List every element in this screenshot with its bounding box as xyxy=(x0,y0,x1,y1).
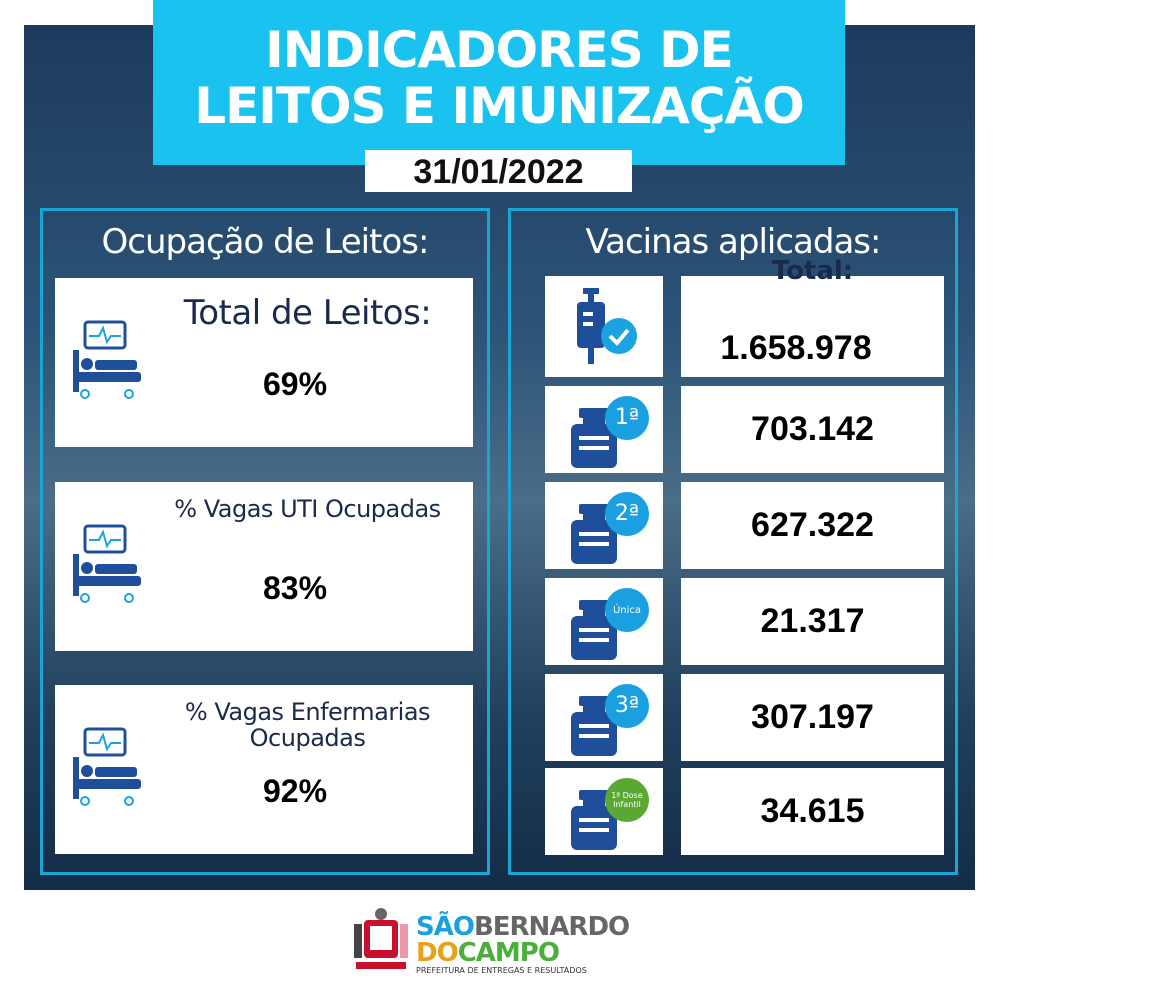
logo-word: BERNARDO xyxy=(473,912,630,942)
card-value: 69% xyxy=(262,366,328,402)
logo: SÃOBERNARDO DOCAMPO PREFEITURA DE ENTREGA… xyxy=(350,906,630,976)
icon-box: 3ª xyxy=(545,674,663,761)
card-label: % Vagas UTI Ocupadas xyxy=(174,495,441,523)
bed-icon xyxy=(73,524,141,603)
title-line: LEITOS E IMUNIZAÇÃO xyxy=(194,77,804,135)
logo-word: CAMPO xyxy=(457,938,560,968)
icon-box: 1ª xyxy=(545,386,663,473)
vaccine-value: 627.322 xyxy=(751,506,874,544)
vaccine-value: 307.197 xyxy=(751,698,874,736)
bed-icon xyxy=(73,320,141,399)
bed-icon xyxy=(73,727,141,806)
title-box: INDICADORES DE LEITOS E IMUNIZAÇÃO xyxy=(153,0,845,165)
card-label: Total de Leitos: xyxy=(183,293,432,333)
icon-box xyxy=(545,276,663,377)
tagline: PREFEITURA DE ENTREGAS E RESULTADOS xyxy=(416,966,587,975)
vaccines-frame xyxy=(508,208,958,875)
value-box: 34.615 xyxy=(681,768,944,855)
value-box: 703.142 xyxy=(681,386,944,473)
logo-text: SÃOBERNARDO DOCAMPO xyxy=(416,912,630,968)
value-box: 307.197 xyxy=(681,674,944,761)
vaccines-heading: Vacinas aplicadas: xyxy=(585,222,882,262)
dose-badge: 2ª xyxy=(605,492,649,536)
vial-icon xyxy=(571,600,617,660)
value-box: 627.322 xyxy=(681,482,944,569)
date: 31/01/2022 xyxy=(365,150,632,192)
vial-icon xyxy=(571,790,617,850)
coat-of-arms xyxy=(354,908,408,969)
beds-heading: Ocupação de Leitos: xyxy=(101,222,430,262)
value-box: 21.317 xyxy=(681,578,944,665)
dose-badge: Única xyxy=(605,588,649,632)
card-value: 83% xyxy=(262,570,328,606)
total-label: Total: xyxy=(771,256,854,286)
logo-word: DO xyxy=(416,938,459,968)
bed-card: % Vagas UTI Ocupadas 83% xyxy=(55,482,473,651)
dose-badge: 1ª Dose Infantil xyxy=(605,778,649,822)
icon-box: 1ª Dose Infantil xyxy=(545,768,663,855)
vaccine-value: 21.317 xyxy=(760,602,865,640)
logo-word: SÃO xyxy=(416,912,475,942)
vaccine-value: 1.658.978 xyxy=(720,329,872,367)
title-line: INDICADORES DE xyxy=(265,21,734,79)
card-value: 92% xyxy=(262,773,328,809)
vaccine-value: 703.142 xyxy=(751,410,874,448)
vaccine-value: 34.615 xyxy=(760,792,865,830)
dose-badge: 1ª xyxy=(605,396,649,440)
bed-card: Total de Leitos: 69% xyxy=(55,278,473,447)
vial-icon xyxy=(571,696,617,756)
vial-icon xyxy=(571,504,617,564)
icon-box: 2ª xyxy=(545,482,663,569)
value-box: Total: 1.658.978 xyxy=(681,256,944,377)
bed-card: % Vagas Enfermarias Ocupadas 92% xyxy=(55,685,473,854)
card-label: % Vagas Enfermarias Ocupadas xyxy=(184,698,431,752)
syringe-icon xyxy=(577,288,637,364)
dose-badge: 3ª xyxy=(605,684,649,728)
icon-box: Única xyxy=(545,578,663,665)
beds-frame xyxy=(40,208,490,875)
vial-icon xyxy=(571,408,617,468)
